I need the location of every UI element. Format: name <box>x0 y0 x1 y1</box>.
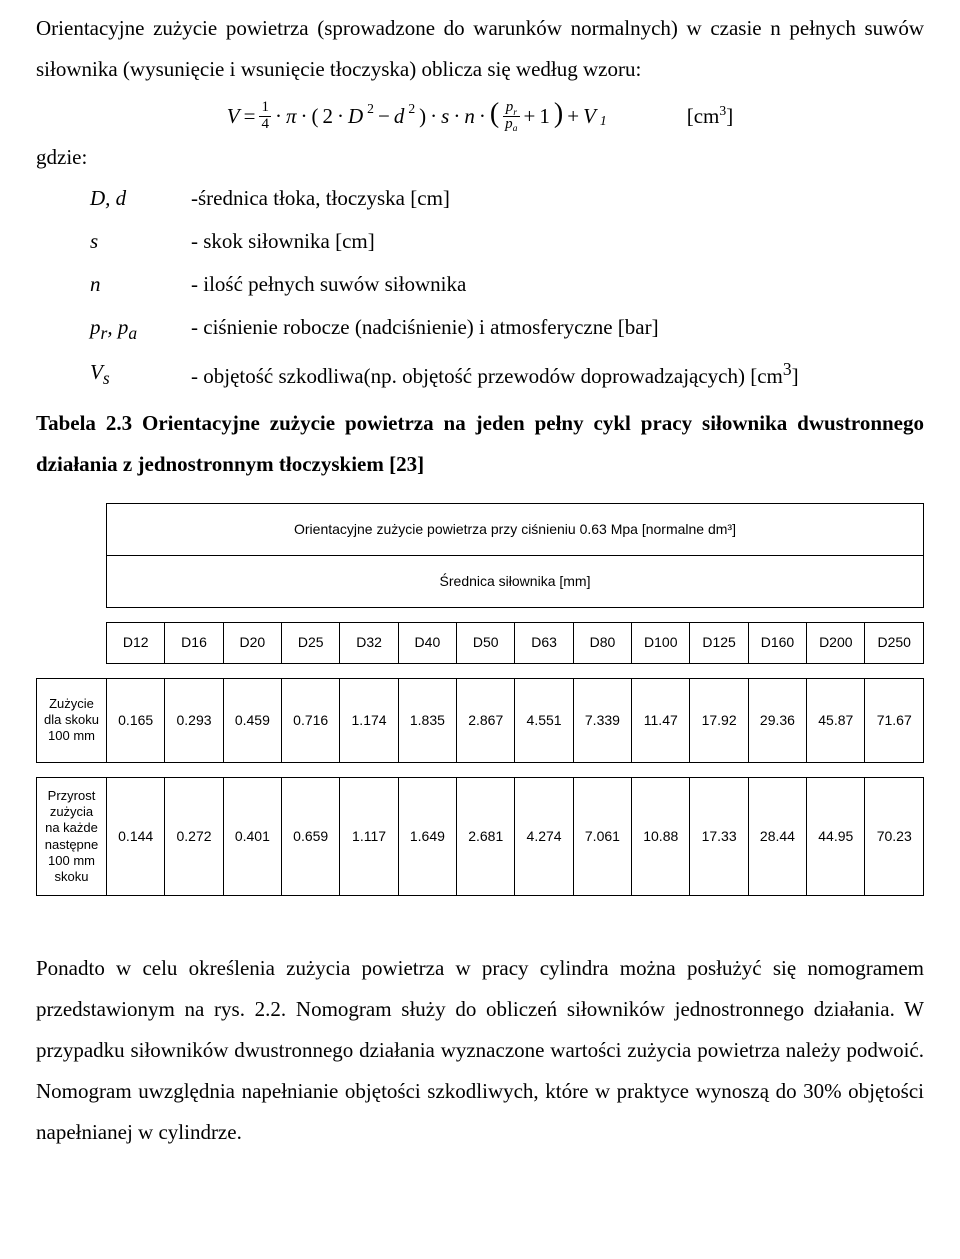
column-header: D40 <box>398 623 456 663</box>
def-text: - ciśnienie robocze (nadciśnienie) i atm… <box>191 307 924 350</box>
gdzie-label: gdzie: <box>36 137 924 178</box>
formula-unit: [cm3] <box>687 96 733 137</box>
def-text: - ilość pełnych suwów siłownika <box>191 264 924 305</box>
table-cell: 28.44 <box>748 777 806 896</box>
formula-row: V = 1 4 · π · (2 · D2 − d2) · s · n · ( … <box>36 96 924 137</box>
column-header: D63 <box>515 623 573 663</box>
table-cell: 1.174 <box>340 678 398 762</box>
table-title: Orientacyjne zużycie powietrza przy ciśn… <box>107 503 924 555</box>
table-cell: 17.33 <box>690 777 748 896</box>
table-cell: 0.659 <box>282 777 340 896</box>
column-header: D200 <box>807 623 865 663</box>
table-cell: 1.649 <box>398 777 456 896</box>
table-cell: 17.92 <box>690 678 748 762</box>
column-header: D160 <box>748 623 806 663</box>
column-header: D125 <box>690 623 748 663</box>
def-symbol: Vs <box>90 352 185 397</box>
table-cell: 0.165 <box>107 678 165 762</box>
row-header: Przyrost zużycia na każde następne 100 m… <box>37 777 107 896</box>
column-header: D50 <box>457 623 515 663</box>
table-cell: 7.339 <box>573 678 631 762</box>
table-cell: 0.459 <box>223 678 281 762</box>
table-cell: 10.88 <box>632 777 690 896</box>
table-cell: 0.272 <box>165 777 223 896</box>
table-cell: 11.47 <box>632 678 690 762</box>
air-consumption-table: Orientacyjne zużycie powietrza przy ciśn… <box>36 503 924 911</box>
row-header: Zużycie dla skoku 100 mm <box>37 678 107 762</box>
def-text: -średnica tłoka, tłoczyska [cm] <box>191 178 924 219</box>
def-symbol: s <box>90 221 185 262</box>
table-cell: 2.867 <box>457 678 515 762</box>
table-cell: 71.67 <box>865 678 924 762</box>
formula: V = 1 4 · π · (2 · D2 − d2) · s · n · ( … <box>227 100 607 133</box>
column-header: D12 <box>107 623 165 663</box>
def-symbol: D, d <box>90 178 185 219</box>
page: Orientacyjne zużycie powietrza (sprowadz… <box>0 0 960 1259</box>
def-text: - objętość szkodliwa(np. objętość przewo… <box>191 352 924 397</box>
table-cell: 2.681 <box>457 777 515 896</box>
table-cell: 7.061 <box>573 777 631 896</box>
table-cell: 1.835 <box>398 678 456 762</box>
table-cell: 44.95 <box>807 777 865 896</box>
column-header: D80 <box>573 623 631 663</box>
table-cell: 70.23 <box>865 777 924 896</box>
def-symbol: pr, pa <box>90 307 185 350</box>
table-cell: 0.716 <box>282 678 340 762</box>
def-symbol: n <box>90 264 185 305</box>
table-cell: 4.274 <box>515 777 573 896</box>
table-caption: Tabela 2.3 Orientacyjne zużycie powietrz… <box>36 403 924 485</box>
column-header: D25 <box>282 623 340 663</box>
column-header: D250 <box>865 623 924 663</box>
column-header: D20 <box>223 623 281 663</box>
table-wrapper: Orientacyjne zużycie powietrza przy ciśn… <box>36 503 924 911</box>
table-cell: 0.401 <box>223 777 281 896</box>
table-cell: 45.87 <box>807 678 865 762</box>
closing-paragraph: Ponadto w celu określenia zużycia powiet… <box>36 948 924 1153</box>
table-cell: 0.293 <box>165 678 223 762</box>
column-header: D16 <box>165 623 223 663</box>
intro-paragraph: Orientacyjne zużycie powietrza (sprowadz… <box>36 8 924 90</box>
table-subtitle: Średnica siłownika [mm] <box>107 555 924 607</box>
def-text: - skok siłownika [cm] <box>191 221 924 262</box>
table-cell: 4.551 <box>515 678 573 762</box>
table-cell: 1.117 <box>340 777 398 896</box>
column-header: D100 <box>632 623 690 663</box>
column-header: D32 <box>340 623 398 663</box>
table-cell: 0.144 <box>107 777 165 896</box>
definitions-list: D, d-średnica tłoka, tłoczyska [cm]s- sk… <box>90 178 924 397</box>
table-cell: 29.36 <box>748 678 806 762</box>
